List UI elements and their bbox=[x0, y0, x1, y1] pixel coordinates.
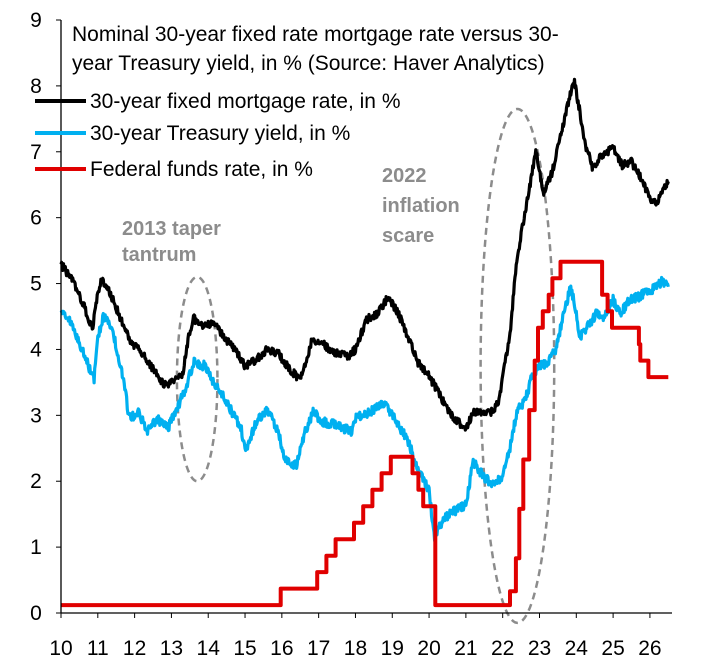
x-tick-label: 12 bbox=[123, 637, 146, 660]
annotation-label-1-0: 2022 bbox=[382, 165, 427, 187]
annotation-label-1-2: scare bbox=[382, 225, 434, 247]
x-tick-label: 13 bbox=[160, 637, 183, 660]
x-tick-label: 22 bbox=[491, 637, 514, 660]
x-tick-label: 17 bbox=[307, 637, 330, 660]
y-tick-label: 2 bbox=[30, 470, 42, 493]
annotation-ellipse-0 bbox=[175, 275, 219, 483]
title-layer: Nominal 30-year fixed rate mortgage rate… bbox=[72, 23, 559, 75]
y-tick-label: 0 bbox=[30, 602, 42, 625]
legend-label-mortgage: 30-year fixed mortgage rate, in % bbox=[90, 90, 401, 113]
annotation-label-0-0: 2013 taper bbox=[122, 218, 221, 240]
x-tick-label: 24 bbox=[565, 637, 589, 660]
y-tick-label: 5 bbox=[30, 273, 42, 296]
x-tick-label: 23 bbox=[528, 637, 551, 660]
series-line-0 bbox=[59, 77, 670, 432]
y-tick-label: 9 bbox=[30, 9, 42, 32]
x-tick-label: 19 bbox=[381, 637, 404, 660]
legend: 30-year fixed mortgage rate, in % 30-yea… bbox=[35, 90, 401, 181]
x-tick-label: 10 bbox=[49, 637, 72, 660]
series-layer bbox=[59, 77, 670, 608]
y-tick-label: 6 bbox=[30, 207, 42, 230]
annotation-ellipse-1 bbox=[479, 107, 556, 625]
chart-title-line-2: year Treasury yield, in % (Source: Haver… bbox=[72, 52, 545, 75]
x-tick-label: 21 bbox=[454, 637, 477, 660]
x-tick-label: 18 bbox=[344, 637, 367, 660]
series-line-1 bbox=[59, 275, 670, 543]
annotation-label-1-1: inflation bbox=[382, 195, 460, 217]
x-tick-label: 26 bbox=[638, 637, 661, 660]
y-tick-label: 3 bbox=[30, 404, 42, 427]
chart-title-line-1: Nominal 30-year fixed rate mortgage rate… bbox=[72, 23, 559, 46]
series-line-2 bbox=[61, 259, 669, 608]
x-tick-label: 16 bbox=[270, 637, 293, 660]
annotation-label-0-1: tantrum bbox=[122, 244, 196, 266]
y-tick-label: 8 bbox=[30, 75, 42, 98]
x-tick-label: 15 bbox=[233, 637, 256, 660]
y-tick-label: 1 bbox=[30, 536, 42, 559]
annotation-layer: 2013 taper tantrum 2022 inflation scare bbox=[122, 107, 556, 625]
x-tick-label: 25 bbox=[601, 637, 624, 660]
x-tick-label: 20 bbox=[417, 637, 440, 660]
y-tick-label: 4 bbox=[30, 338, 42, 361]
y-tick-label: 7 bbox=[30, 141, 42, 164]
legend-label-treasury: 30-year Treasury yield, in % bbox=[90, 122, 350, 145]
legend-label-fed-funds: Federal funds rate, in % bbox=[90, 158, 313, 181]
x-tick-label: 14 bbox=[197, 637, 221, 660]
x-tick-label: 11 bbox=[87, 637, 109, 660]
